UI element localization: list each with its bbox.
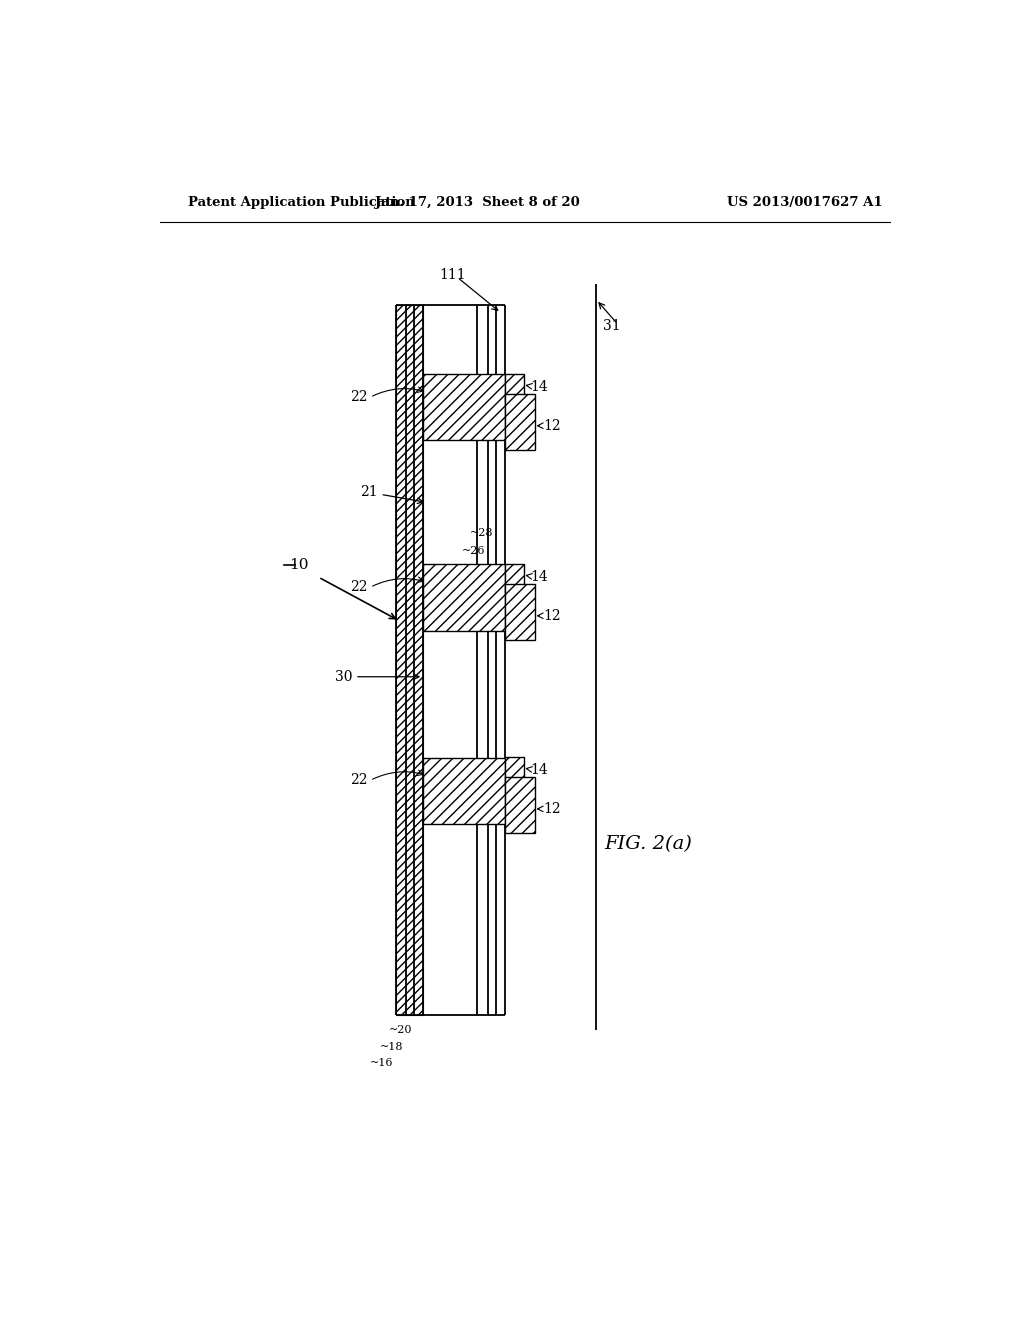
Text: 22: 22 bbox=[350, 581, 368, 594]
Text: ~26: ~26 bbox=[462, 546, 485, 556]
Text: 31: 31 bbox=[602, 319, 621, 333]
Text: 22: 22 bbox=[350, 774, 368, 788]
Bar bbox=[505, 758, 524, 785]
Text: 21: 21 bbox=[360, 486, 378, 499]
Text: Patent Application Publication: Patent Application Publication bbox=[187, 195, 415, 209]
Bar bbox=[505, 395, 536, 450]
Text: ~24: ~24 bbox=[452, 565, 475, 574]
Bar bbox=[396, 305, 423, 1015]
Text: ~18: ~18 bbox=[380, 1041, 403, 1052]
Text: 14: 14 bbox=[530, 380, 548, 395]
Text: 30: 30 bbox=[335, 669, 352, 684]
Text: 12: 12 bbox=[543, 801, 561, 816]
Bar bbox=[505, 374, 524, 403]
Bar bbox=[423, 758, 505, 824]
Text: FIG. 2(a): FIG. 2(a) bbox=[604, 836, 692, 854]
Bar bbox=[505, 585, 536, 640]
Text: 10: 10 bbox=[289, 558, 308, 572]
Text: 14: 14 bbox=[530, 763, 548, 777]
Text: Jan. 17, 2013  Sheet 8 of 20: Jan. 17, 2013 Sheet 8 of 20 bbox=[375, 195, 580, 209]
Bar bbox=[423, 375, 505, 441]
Text: ~16: ~16 bbox=[371, 1059, 394, 1068]
Bar bbox=[423, 565, 505, 631]
Text: ~28: ~28 bbox=[470, 528, 494, 539]
Text: 14: 14 bbox=[530, 570, 548, 585]
Text: 111: 111 bbox=[439, 268, 466, 282]
Text: US 2013/0017627 A1: US 2013/0017627 A1 bbox=[727, 195, 883, 209]
Text: ~20: ~20 bbox=[389, 1026, 412, 1035]
Bar bbox=[505, 777, 536, 833]
Text: 12: 12 bbox=[543, 609, 561, 623]
Text: 22: 22 bbox=[350, 391, 368, 404]
Bar bbox=[505, 564, 524, 593]
Text: 12: 12 bbox=[543, 418, 561, 433]
